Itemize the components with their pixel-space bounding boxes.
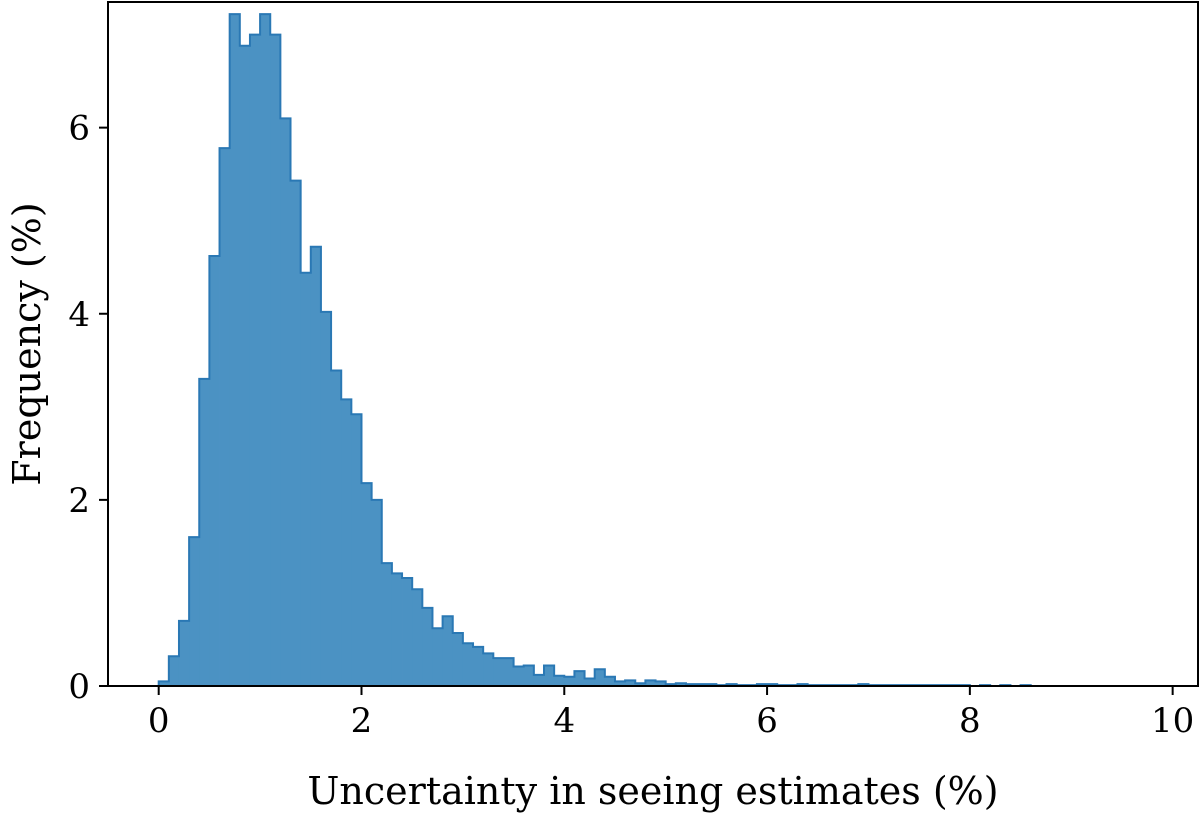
histogram-bar (341, 399, 352, 686)
y-tick-label: 6 (68, 109, 90, 149)
histogram-bar (584, 678, 596, 686)
histogram-bar (290, 180, 302, 686)
y-tick-label: 4 (68, 295, 90, 335)
histogram-bars (158, 14, 1032, 687)
histogram-bar (462, 643, 474, 686)
histogram-bar (493, 658, 504, 686)
histogram-bar (168, 656, 180, 686)
histogram-bar (432, 628, 444, 686)
x-tick-label: 10 (1151, 701, 1194, 741)
histogram-bar (199, 378, 210, 686)
histogram-bar (331, 370, 342, 686)
histogram-bar (513, 666, 525, 686)
x-axis-label: Uncertainty in seeing estimates (%) (307, 769, 998, 813)
y-axis: 0 2 4 6 (68, 109, 108, 707)
histogram-bar (300, 272, 312, 686)
histogram-bar (371, 499, 383, 686)
histogram-bar (189, 537, 200, 686)
histogram-bar (381, 563, 393, 686)
histogram-bar (625, 680, 636, 686)
histogram-bar (614, 681, 626, 686)
histogram-bar (544, 665, 555, 686)
histogram-bar (635, 683, 646, 686)
histogram-bar (645, 680, 656, 686)
histogram-bar (209, 256, 220, 686)
histogram-bar (422, 607, 433, 686)
histogram-bar (229, 14, 241, 686)
y-tick-label: 0 (68, 667, 90, 707)
histogram-bar (483, 653, 494, 686)
y-axis-label: Frequency (%) (5, 202, 49, 485)
histogram-bar (270, 34, 281, 687)
histogram-bar (604, 676, 616, 686)
x-tick-label: 8 (959, 701, 981, 741)
histogram-bar (523, 665, 535, 686)
histogram-bar (402, 578, 413, 686)
histogram-bar (239, 45, 251, 687)
x-tick-label: 0 (148, 701, 170, 741)
histogram-bar (219, 148, 231, 686)
histogram-bar (503, 658, 514, 686)
histogram-bar (158, 681, 170, 686)
histogram-bar (391, 573, 403, 686)
histogram-bar (554, 675, 565, 686)
histogram-bar (452, 632, 464, 686)
x-tick-label: 4 (553, 701, 575, 741)
histogram-bar (655, 681, 667, 686)
histogram-bar (675, 683, 687, 686)
histogram-bar (280, 118, 291, 686)
histogram-bar (260, 14, 271, 686)
x-tick-label: 2 (351, 701, 373, 741)
histogram-bar (442, 616, 454, 686)
histogram-bar (320, 311, 332, 686)
histogram-bar (533, 674, 545, 686)
histogram-bar (249, 34, 261, 687)
histogram-bar (574, 671, 585, 686)
x-axis: 0 2 4 6 8 10 (148, 686, 1194, 741)
histogram-bar (178, 620, 190, 686)
x-tick-label: 6 (756, 701, 778, 741)
histogram-bar (310, 246, 322, 686)
histogram-bar (564, 676, 575, 686)
histogram-bar (361, 483, 373, 686)
histogram-bar (473, 646, 484, 686)
plot-frame (107, 1, 1199, 687)
histogram-bar (594, 669, 606, 686)
histogram-bar (412, 589, 423, 686)
histogram-bar (351, 414, 362, 686)
y-tick-label: 2 (68, 481, 90, 521)
